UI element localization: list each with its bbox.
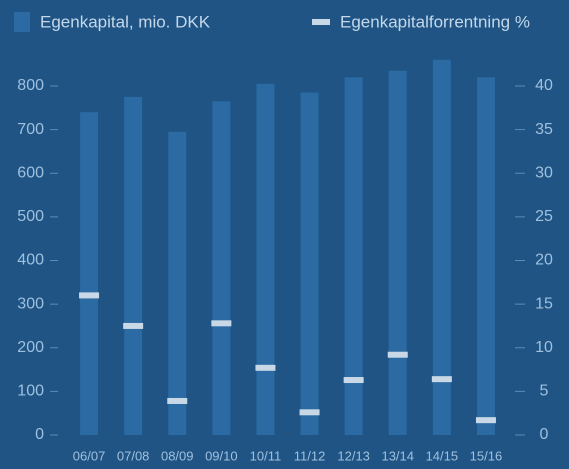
- marker: [431, 376, 452, 383]
- x-tick-label: 06/07: [73, 448, 106, 463]
- bar: [124, 96, 143, 435]
- y2-tick-label: 20: [535, 252, 553, 269]
- x-tick-label: 09/10: [205, 448, 238, 463]
- bar: [212, 101, 231, 436]
- bar: [256, 83, 275, 435]
- bar: [80, 112, 99, 436]
- y-tick-label: 400: [17, 252, 44, 269]
- bar: [476, 77, 495, 436]
- y-tick-label: 600: [17, 164, 44, 181]
- x-tick-label: 08/09: [161, 448, 194, 463]
- y2-tick-label: 30: [535, 164, 553, 181]
- marker: [167, 397, 188, 404]
- y-tick-label: 0: [35, 426, 44, 443]
- marker: [475, 417, 496, 424]
- x-tick-label: 14/15: [426, 448, 459, 463]
- legend-swatch: [312, 19, 330, 25]
- bar: [388, 70, 407, 435]
- legend-label: Egenkapital, mio. DKK: [40, 12, 211, 31]
- bar: [432, 59, 451, 435]
- y2-tick-label: 15: [535, 295, 553, 312]
- marker: [79, 292, 100, 299]
- x-tick-label: 13/14: [381, 448, 414, 463]
- y2-tick-label: 40: [535, 77, 553, 94]
- y-tick-label: 300: [17, 295, 44, 312]
- bar: [344, 77, 363, 436]
- marker: [299, 409, 320, 416]
- x-tick-label: 15/16: [470, 448, 503, 463]
- y-tick-label: 500: [17, 208, 44, 225]
- y2-tick-label: 35: [535, 121, 553, 138]
- y2-tick-label: 0: [540, 426, 549, 443]
- x-tick-label: 11/12: [294, 448, 326, 463]
- y2-tick-label: 5: [540, 383, 549, 400]
- marker: [211, 320, 232, 327]
- y-tick-label: 200: [17, 339, 44, 356]
- bar: [168, 131, 187, 435]
- x-tick-label: 10/11: [250, 448, 282, 463]
- bar: [300, 92, 319, 435]
- x-tick-label: 12/13: [337, 448, 370, 463]
- y-tick-label: 800: [17, 77, 44, 94]
- legend-label: Egenkapitalforrentning %: [340, 12, 530, 31]
- marker: [387, 351, 408, 358]
- legend-swatch: [14, 12, 30, 32]
- y-tick-label: 700: [17, 121, 44, 138]
- y2-tick-label: 10: [535, 339, 553, 356]
- marker: [343, 377, 364, 384]
- marker: [255, 364, 276, 371]
- y-tick-label: 100: [17, 383, 44, 400]
- x-tick-label: 07/08: [117, 448, 150, 463]
- marker: [123, 322, 144, 329]
- y2-tick-label: 25: [535, 208, 553, 225]
